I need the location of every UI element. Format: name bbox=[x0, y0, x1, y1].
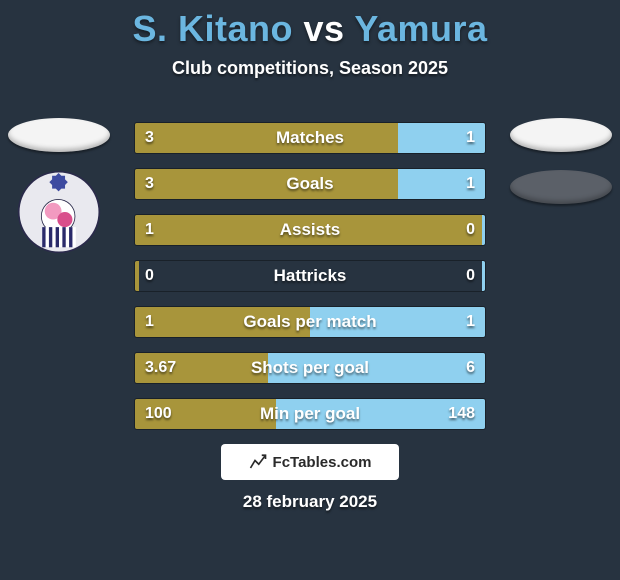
brand-badge: FcTables.com bbox=[221, 444, 399, 480]
stat-row: 10Assists bbox=[134, 214, 486, 246]
stat-value-right: 1 bbox=[466, 123, 475, 153]
stat-value-right: 0 bbox=[466, 261, 475, 291]
stat-value-left: 3 bbox=[145, 169, 154, 199]
stat-value-left: 1 bbox=[145, 307, 154, 337]
stat-value-right: 0 bbox=[466, 215, 475, 245]
brand-text: FcTables.com bbox=[273, 454, 372, 471]
stat-bar-right bbox=[268, 353, 485, 383]
stat-value-right: 1 bbox=[466, 169, 475, 199]
stat-value-right: 148 bbox=[448, 399, 475, 429]
stat-row: 0 0Hattricks bbox=[134, 260, 486, 292]
player2-name: Yamura bbox=[354, 8, 487, 49]
player2-country-badge bbox=[510, 118, 612, 152]
player2-club-badge bbox=[510, 170, 612, 204]
stat-value-left: 3.67 bbox=[145, 353, 176, 383]
player1-name: S. Kitano bbox=[132, 8, 293, 49]
stat-bar-right bbox=[482, 261, 486, 291]
stat-row: 100148Min per goal bbox=[134, 398, 486, 430]
stat-row: 11Goals per match bbox=[134, 306, 486, 338]
stat-value-left: 100 bbox=[145, 399, 172, 429]
stat-bar-left bbox=[135, 261, 139, 291]
date-text: 28 february 2025 bbox=[0, 492, 620, 512]
stat-row: 31Matches bbox=[134, 122, 486, 154]
stat-value-right: 1 bbox=[466, 307, 475, 337]
stat-bar-right bbox=[482, 215, 486, 245]
comparison-bars: 31Matches31Goals10Assists00Hattricks11Go… bbox=[134, 122, 486, 430]
stat-bar-right bbox=[310, 307, 485, 337]
stat-row: 31Goals bbox=[134, 168, 486, 200]
stat-value-left: 3 bbox=[145, 123, 154, 153]
stat-value-left: 0 bbox=[145, 261, 154, 291]
stat-row: 3.676Shots per goal bbox=[134, 352, 486, 384]
stat-bar-left bbox=[135, 123, 398, 153]
stat-value-right: 6 bbox=[466, 353, 475, 383]
comparison-title: S. Kitano vs Yamura bbox=[0, 0, 620, 50]
right-badges bbox=[506, 118, 616, 204]
vs-text: vs bbox=[304, 8, 345, 49]
stat-bar-left bbox=[135, 169, 398, 199]
left-badges bbox=[4, 118, 114, 254]
subtitle: Club competitions, Season 2025 bbox=[0, 58, 620, 79]
stat-bar-left bbox=[135, 307, 310, 337]
stat-bar-left bbox=[135, 215, 482, 245]
brand-icon bbox=[249, 453, 267, 471]
stat-value-left: 1 bbox=[145, 215, 154, 245]
stat-label: Hattricks bbox=[135, 261, 485, 291]
player1-country-badge bbox=[8, 118, 110, 152]
player1-club-crest bbox=[17, 170, 101, 254]
